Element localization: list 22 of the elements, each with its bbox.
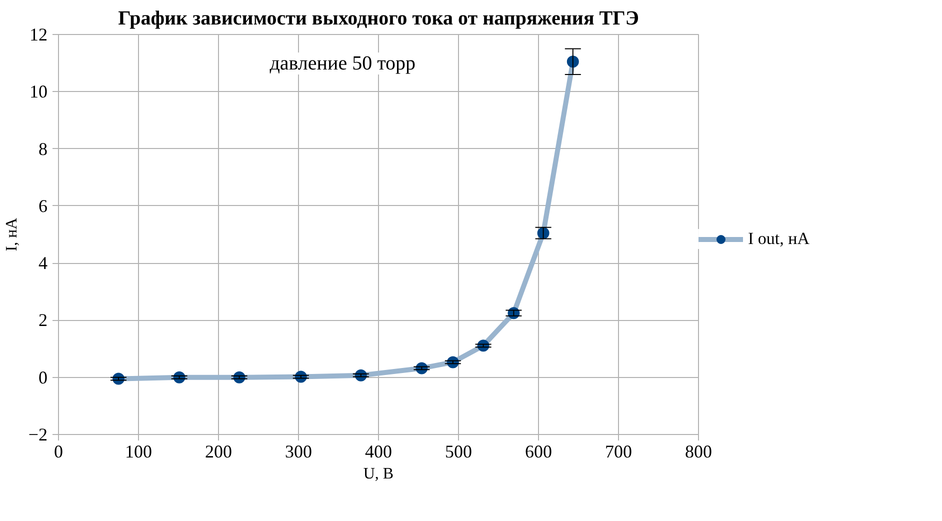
x-tick-label: 600 [525,442,552,462]
y-tick-label: 12 [30,24,48,44]
x-tick-label: 800 [685,442,712,462]
y-tick-label: 4 [38,253,48,274]
legend-label: I out, нА [748,229,810,249]
x-tick-label: 200 [205,442,232,462]
x-tick-label: 300 [285,442,312,462]
x-tick-label: 100 [125,442,152,462]
y-tick-label: 10 [30,82,48,102]
y-tick-label: 2 [38,310,48,330]
y-tick-label: 0 [38,367,48,388]
annotation: давление 50 торр [270,52,416,74]
x-axis-title: U, В [363,466,394,482]
chart-title: График зависимости выходного тока от напряжения ТГЭ [118,8,639,30]
y-axis-title: I, нА [3,217,20,252]
x-tick-label: 0 [54,442,63,462]
x-tick-label: 700 [605,442,632,462]
y-tick-label: −2 [28,424,48,444]
x-tick-label: 400 [365,442,392,462]
y-tick-label: 6 [38,196,48,216]
y-tick-label: 8 [38,138,48,159]
x-tick-label: 500 [445,442,472,462]
